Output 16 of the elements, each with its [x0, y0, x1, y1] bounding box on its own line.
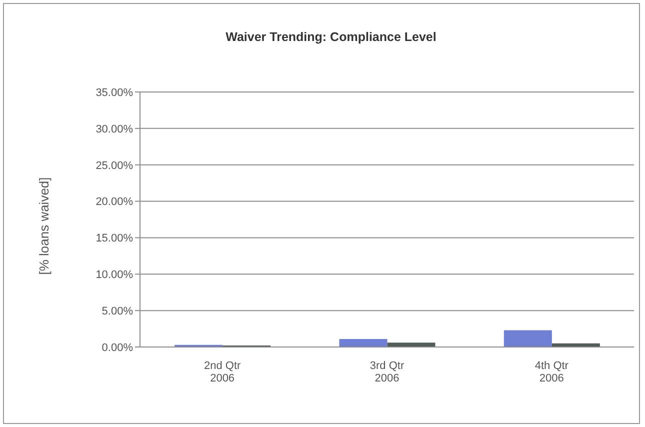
y-axis-title: [% loans waived]: [36, 177, 52, 275]
y-tick-label: 10.00%: [96, 269, 134, 282]
bar: [339, 338, 388, 347]
y-tick-label: 35.00%: [96, 86, 134, 99]
y-tick-label: 25.00%: [96, 160, 134, 172]
y-tick-label: 0.00%: [102, 342, 134, 354]
x-tick-label: 3rd Qtr 2006: [370, 360, 404, 385]
x-tick-label: 4th Qtr 2006: [534, 360, 569, 385]
bar: [387, 342, 436, 347]
y-tick-label: 15.00%: [96, 232, 134, 245]
y-tick-label: 20.00%: [96, 196, 134, 208]
y-tick-label: 30.00%: [96, 123, 134, 136]
x-tick-label: 2nd Qtr 2006: [204, 360, 242, 385]
bar: [504, 330, 552, 347]
y-tick-label: 5.00%: [102, 305, 134, 318]
chart-title: Waiver Trending: Compliance Level: [226, 30, 436, 44]
